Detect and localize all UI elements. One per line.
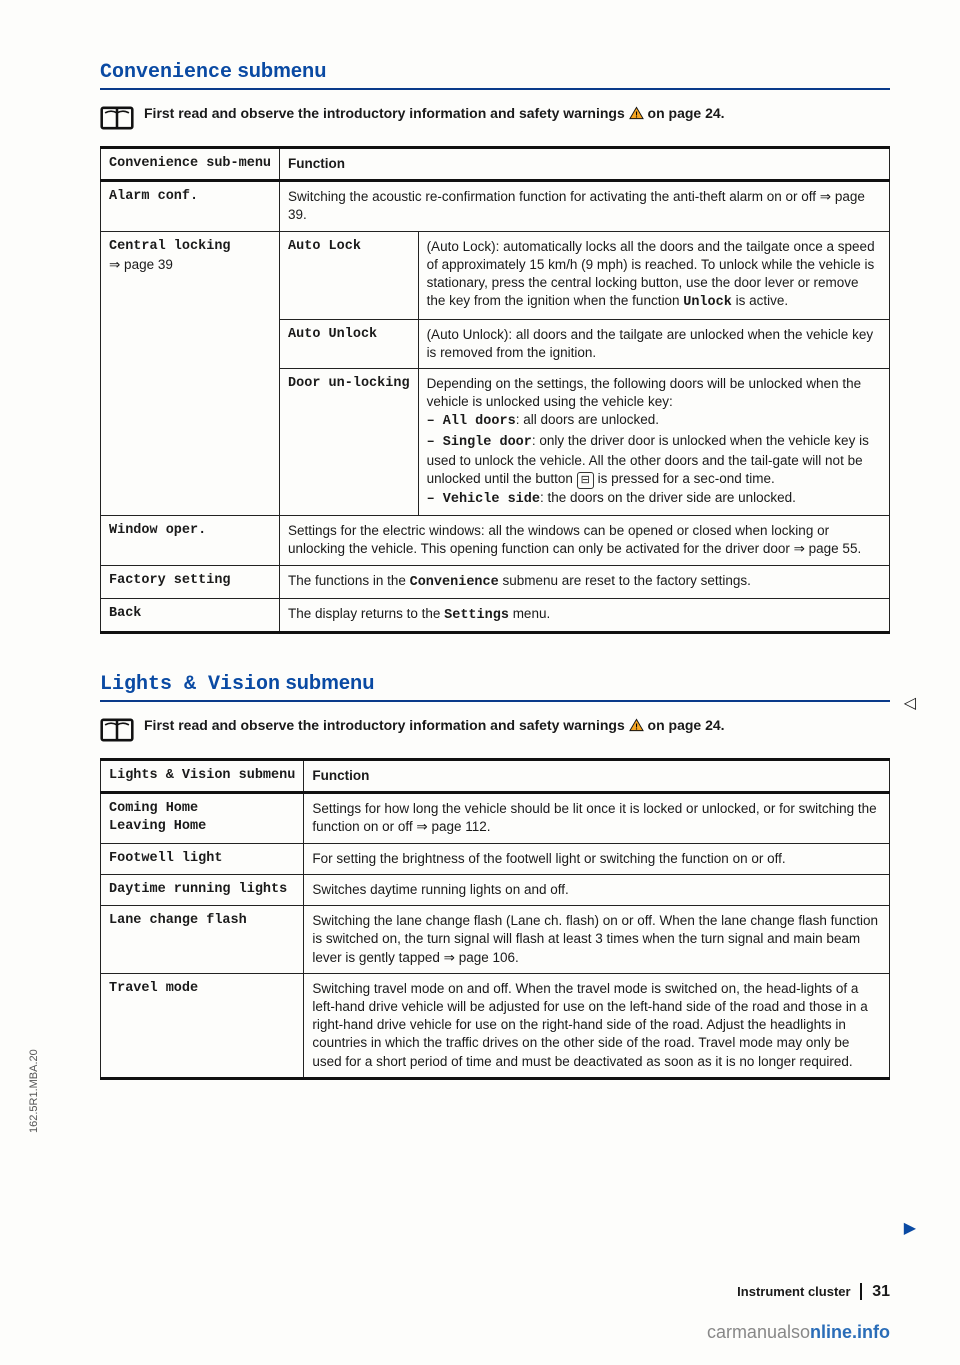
manual-page: 162.5R1.MBA.20 Convenience submenu First… — [0, 0, 960, 1365]
row-door-unlocking: Door un-locking — [280, 368, 419, 515]
warning-icon: ! — [629, 106, 644, 120]
svg-text:!: ! — [635, 110, 638, 120]
watermark: carmanualsonline.info — [707, 1322, 890, 1343]
book-icon — [100, 716, 134, 744]
convenience-table: Convenience sub-menu Function Alarm conf… — [100, 146, 890, 634]
row-auto-unlock: Auto Unlock — [280, 319, 419, 368]
convenience-heading: Convenience submenu — [100, 60, 890, 90]
row-window-oper: Window oper. — [101, 516, 280, 565]
lights-table: Lights & Vision submenu Function Coming … — [100, 758, 890, 1080]
lights-heading: Lights & Vision submenu — [100, 672, 890, 702]
continuation-marker-icon: ▶ — [904, 1218, 916, 1238]
auto-lock-desc: (Auto Lock): automatically locks all the… — [418, 231, 889, 319]
svg-text:!: ! — [635, 722, 638, 732]
row-travel-mode: Travel mode — [101, 973, 304, 1078]
warning-icon: ! — [629, 718, 644, 732]
door-unlocking-desc: Depending on the settings, the following… — [418, 368, 889, 515]
lights-intro: First read and observe the introductory … — [100, 716, 890, 744]
row-coming-leaving: Coming Home Leaving Home — [101, 793, 304, 843]
col-submenu: Convenience sub-menu — [101, 148, 280, 181]
continuation-marker-icon: ◁ — [904, 693, 916, 713]
col-function: Function — [304, 760, 890, 793]
side-reference: 162.5R1.MBA.20 — [28, 1049, 40, 1133]
col-function: Function — [280, 148, 890, 181]
row-factory-setting: Factory setting — [101, 565, 280, 598]
row-central-locking: Central locking ⇒ page 39 — [101, 231, 280, 515]
convenience-intro: First read and observe the introductory … — [100, 104, 890, 132]
row-footwell: Footwell light — [101, 843, 304, 874]
unlock-button-icon: ⊟ — [577, 472, 594, 489]
row-lane-change: Lane change flash — [101, 906, 304, 974]
page-number: 31 — [860, 1283, 890, 1300]
row-alarm-conf: Alarm conf. — [101, 181, 280, 231]
row-drl: Daytime running lights — [101, 874, 304, 905]
book-icon — [100, 104, 134, 132]
page-footer: Instrument cluster 31 — [737, 1283, 890, 1301]
row-auto-lock: Auto Lock — [280, 231, 419, 319]
col-submenu: Lights & Vision submenu — [101, 760, 304, 793]
row-back: Back — [101, 598, 280, 632]
